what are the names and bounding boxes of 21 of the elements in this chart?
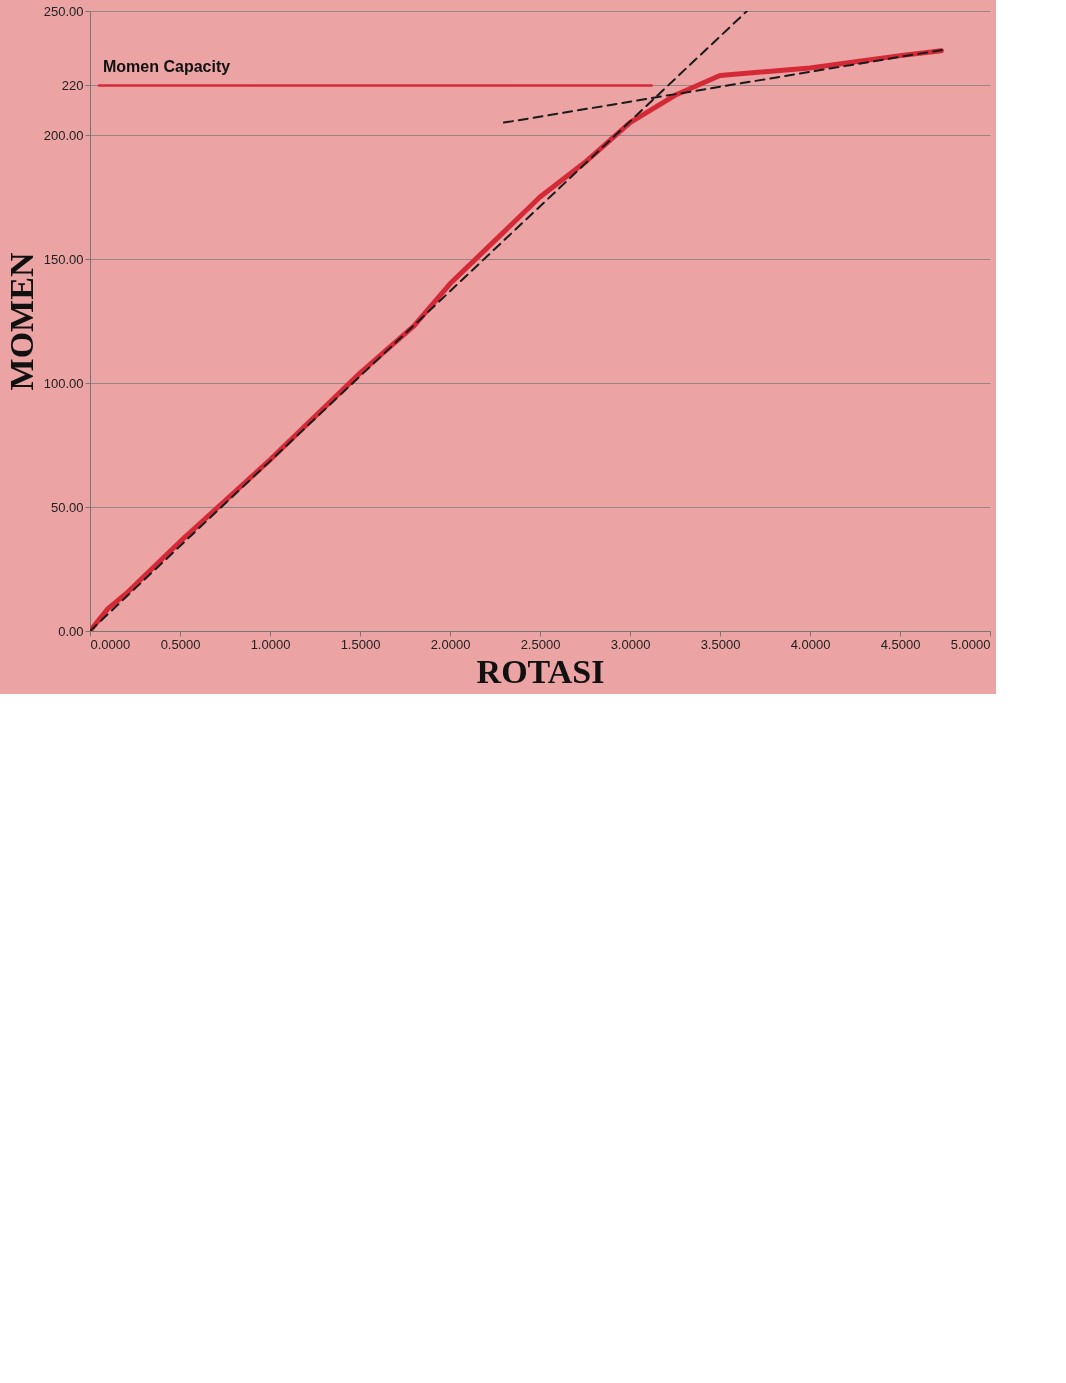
x-tick-label: 3.0000 (610, 636, 651, 652)
x-tick-label: 1.0000 (250, 636, 291, 652)
y-axis-title: MOMEN (2, 252, 40, 391)
x-axis-title: ROTASI (476, 652, 605, 690)
y-tick-label: 150.00 (43, 251, 84, 267)
x-tick-label: 3.5000 (700, 636, 741, 652)
x-tick-label: 4.0000 (790, 636, 831, 652)
y-tick-label: 220 (61, 77, 84, 93)
y-tick-label: 250.00 (43, 3, 84, 19)
x-tick-label: 1.5000 (340, 636, 381, 652)
x-tick-label: 2.0000 (430, 636, 471, 652)
x-tick-label: 5.0000 (950, 636, 991, 652)
y-tick-label: 50.00 (50, 499, 84, 515)
y-tick-label: 100.00 (43, 375, 84, 391)
x-tick-label: 2.5000 (520, 636, 561, 652)
x-tick-label: 0.0000 (90, 636, 131, 652)
y-tick-label: 200.00 (43, 127, 84, 143)
y-tick-label: 0.00 (58, 623, 84, 639)
x-tick-label: 4.5000 (880, 636, 921, 652)
series-label: Momen Capacity (103, 58, 231, 76)
x-tick-label: 0.5000 (160, 636, 201, 652)
